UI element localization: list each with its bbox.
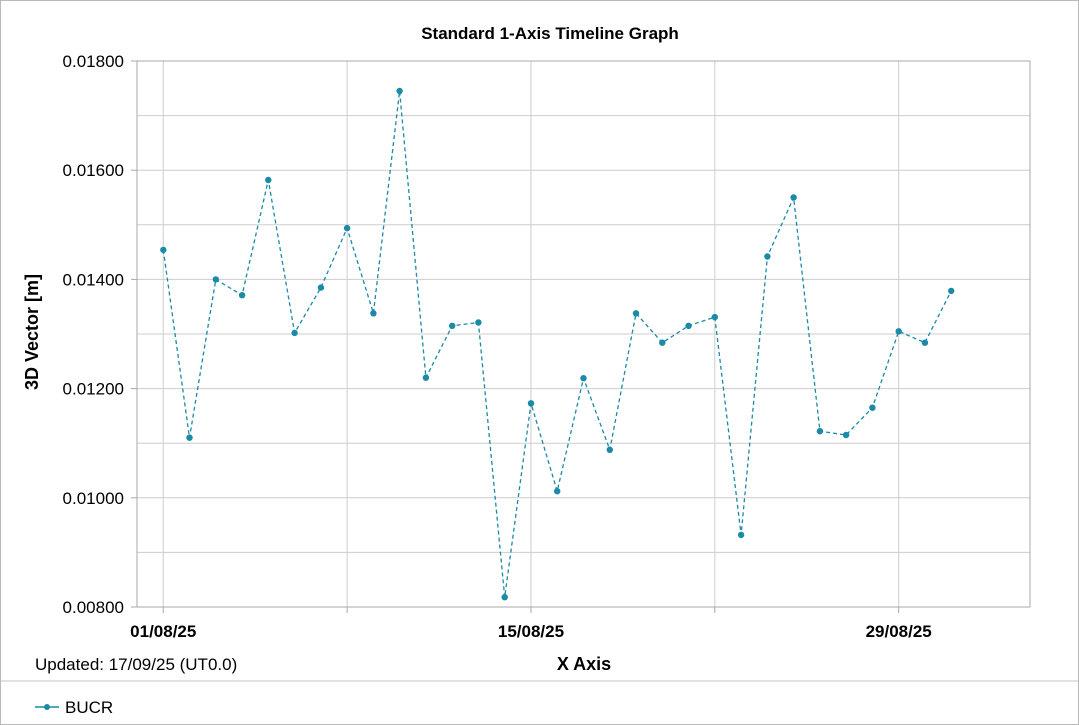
data-point xyxy=(737,531,745,539)
x-axis-label: X Axis xyxy=(557,654,611,674)
chart-title: Standard 1-Axis Timeline Graph xyxy=(421,24,679,43)
x-tick-label: 15/08/25 xyxy=(498,622,564,641)
data-point xyxy=(317,284,325,291)
data-point xyxy=(501,594,508,601)
y-tick-label: 0.01400 xyxy=(63,270,124,289)
data-point xyxy=(291,329,298,337)
data-point xyxy=(396,87,403,95)
data-point xyxy=(685,322,692,329)
data-point xyxy=(816,428,824,435)
legend: BUCR xyxy=(35,698,113,717)
data-point xyxy=(238,292,246,299)
data-point xyxy=(632,310,640,317)
data-point xyxy=(422,374,430,381)
data-point xyxy=(186,434,193,441)
data-point xyxy=(869,404,876,411)
data-point xyxy=(790,194,797,201)
data-point xyxy=(212,276,219,283)
data-point xyxy=(606,446,613,453)
plot-area-border xyxy=(136,60,1031,608)
x-axis-ticks: 01/08/25 15/08/25 29/08/25 xyxy=(130,622,932,641)
data-point xyxy=(659,339,666,346)
data-point xyxy=(160,246,167,254)
data-point xyxy=(764,253,771,260)
legend-item-bucr: BUCR xyxy=(35,698,113,717)
data-point xyxy=(580,375,587,382)
legend-label-bucr: BUCR xyxy=(65,698,113,717)
data-point xyxy=(449,322,456,329)
y-axis-ticks: 0.00800 0.01000 0.01200 0.01400 0.01600 0.018… xyxy=(63,52,137,617)
data-point xyxy=(343,224,351,232)
y-tick-label: 0.01000 xyxy=(63,489,124,508)
series-bucr xyxy=(160,87,955,601)
data-point xyxy=(554,488,561,495)
y-tick-label: 0.01800 xyxy=(63,52,124,71)
data-point xyxy=(711,313,718,321)
legend-dot-marker xyxy=(44,704,50,710)
data-point xyxy=(475,319,482,326)
data-point xyxy=(948,287,955,295)
data-point xyxy=(921,339,929,346)
data-point xyxy=(842,431,850,439)
data-point xyxy=(370,310,377,317)
x-tick-label: 01/08/25 xyxy=(130,622,196,641)
x-tick-label: 29/08/25 xyxy=(866,622,932,641)
y-tick-label: 0.01600 xyxy=(63,161,124,180)
data-point xyxy=(895,328,902,335)
y-tick-label: 0.00800 xyxy=(63,598,124,617)
data-point xyxy=(527,400,535,407)
y-axis-label: 3D Vector [m] xyxy=(22,274,42,390)
data-point xyxy=(265,176,272,184)
y-tick-label: 0.01200 xyxy=(63,380,124,399)
updated-timestamp: Updated: 17/09/25 (UT0.0) xyxy=(35,655,237,674)
